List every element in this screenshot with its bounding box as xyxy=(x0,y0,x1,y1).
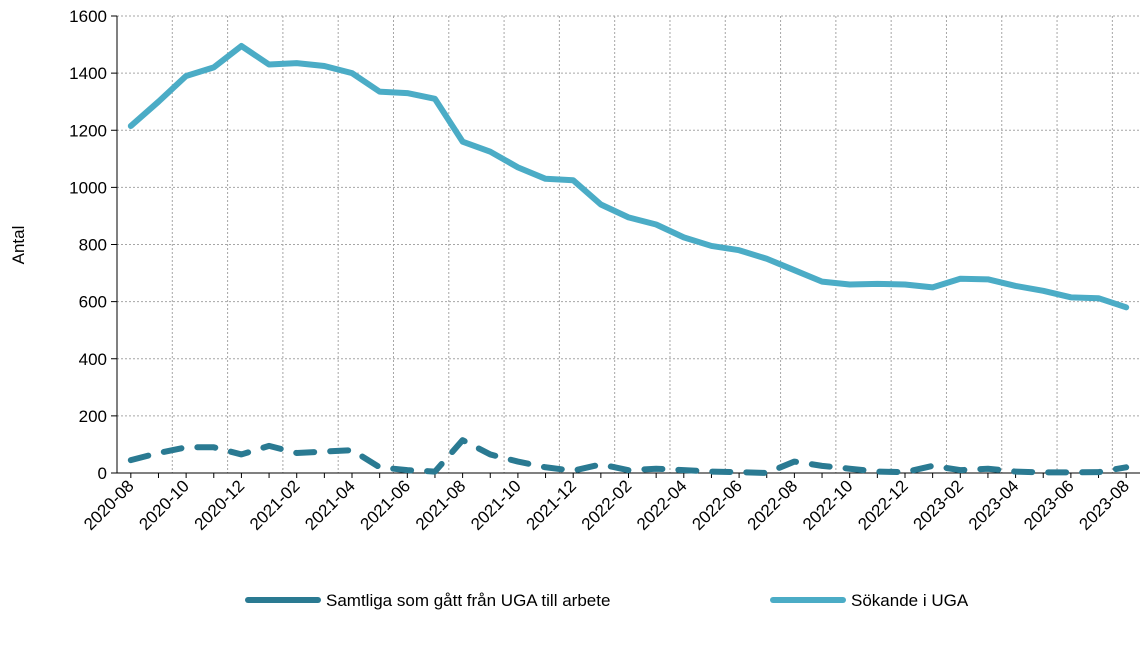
x-tick-label: 2021-08 xyxy=(412,476,470,534)
x-tick-label: 2023-06 xyxy=(1020,476,1078,534)
y-tick-label: 400 xyxy=(79,350,107,369)
y-tick-label: 1200 xyxy=(69,121,107,140)
x-tick-label: 2021-12 xyxy=(522,476,580,534)
y-tick-label: 600 xyxy=(79,293,107,312)
x-tick-label: 2022-12 xyxy=(854,476,912,534)
x-tick-label: 2022-04 xyxy=(633,476,691,534)
x-tick-label: 2023-02 xyxy=(910,476,968,534)
x-tick-label: 2022-06 xyxy=(688,476,746,534)
x-tick-label: 2023-04 xyxy=(965,476,1023,534)
x-tick-label: 2023-08 xyxy=(1075,476,1133,534)
y-tick-label: 1600 xyxy=(69,7,107,26)
data-line xyxy=(127,42,1130,311)
x-tick-label: 2022-08 xyxy=(744,476,802,534)
y-tick-label: 0 xyxy=(98,464,107,483)
y-tick-label: 800 xyxy=(79,236,107,255)
x-tick-label: 2021-02 xyxy=(246,476,304,534)
legend-label: Samtliga som gått från UGA till arbete xyxy=(326,591,610,610)
x-tick-label: 2020-08 xyxy=(80,476,138,534)
y-tick-label: 1400 xyxy=(69,64,107,83)
x-tick-label: 2021-04 xyxy=(301,476,359,534)
y-tick-label: 1000 xyxy=(69,178,107,197)
x-tick-label: 2022-02 xyxy=(578,476,636,534)
data-line xyxy=(127,437,1130,476)
legend-label: Sökande i UGA xyxy=(851,591,969,610)
y-tick-label: 200 xyxy=(79,407,107,426)
y-axis-label: Antal xyxy=(9,226,28,265)
x-tick-label: 2021-10 xyxy=(467,476,525,534)
x-tick-label: 2021-06 xyxy=(357,476,415,534)
x-tick-label: 2022-10 xyxy=(799,476,857,534)
x-tick-label: 2020-10 xyxy=(135,476,193,534)
x-tick-label: 2020-12 xyxy=(191,476,249,534)
